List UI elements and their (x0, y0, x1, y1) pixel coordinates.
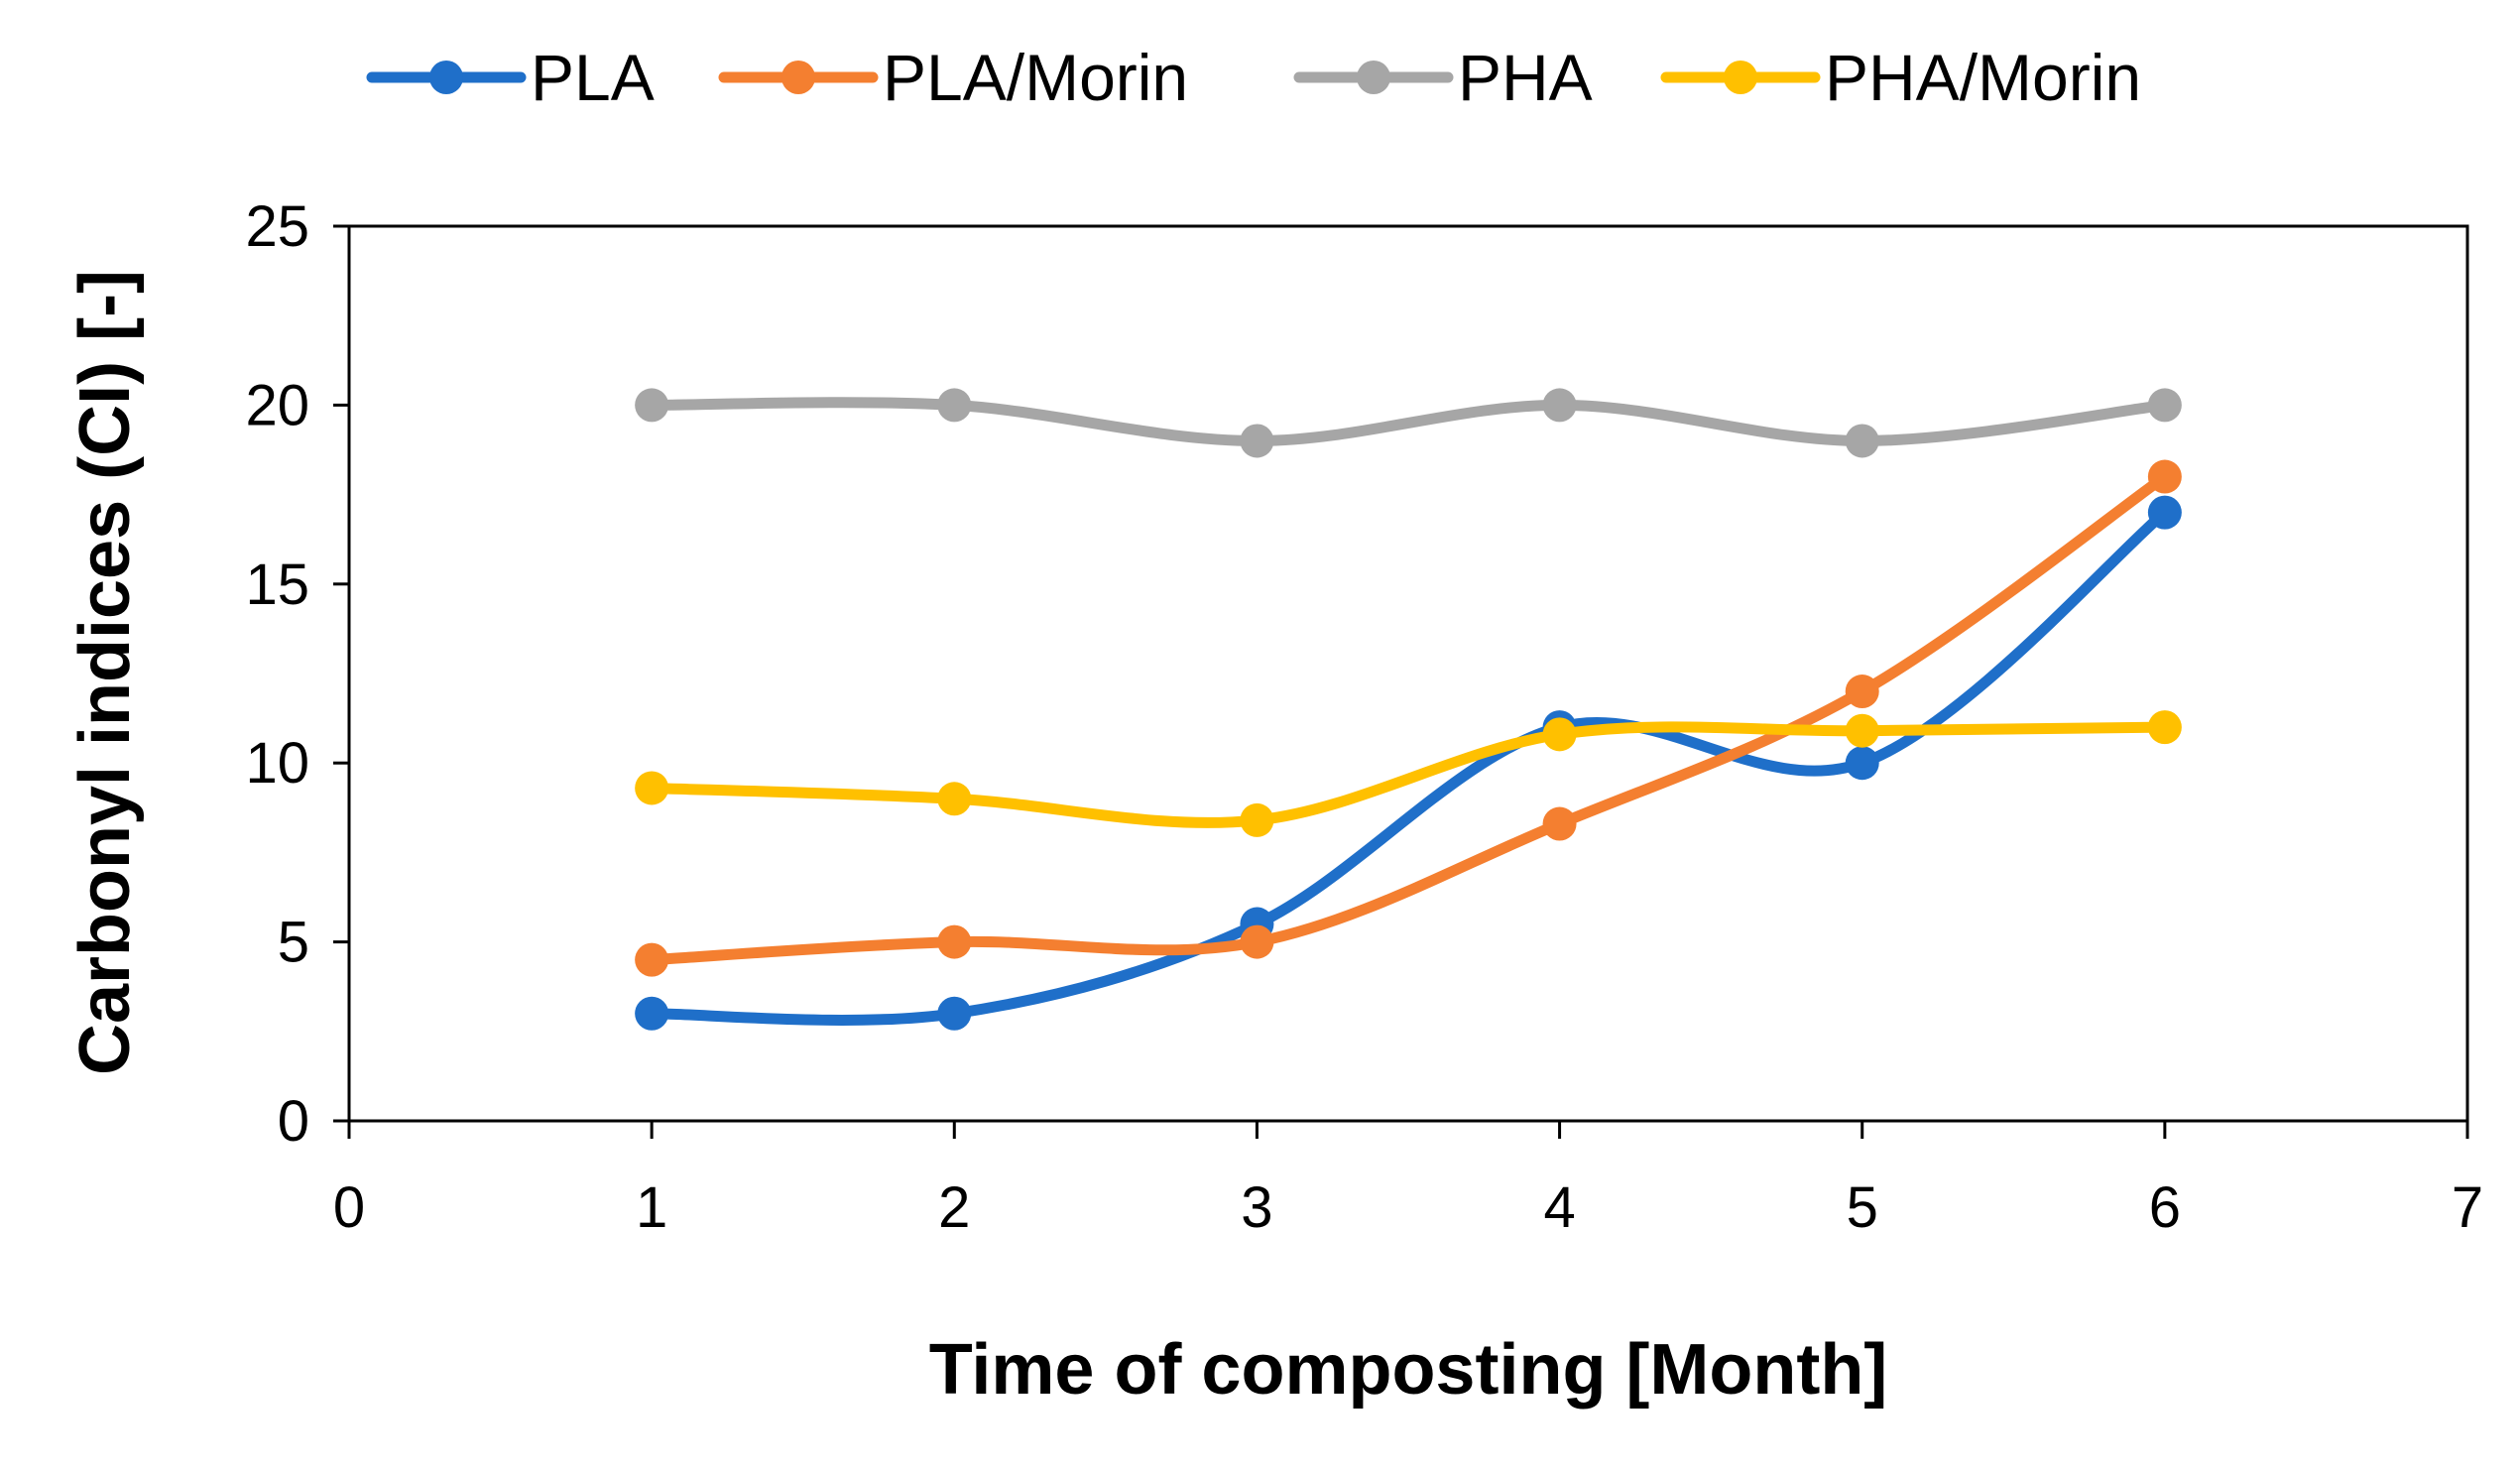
x-tick-label: 6 (2149, 1175, 2181, 1240)
x-axis-title: Time of composting [Month] (929, 1330, 1888, 1410)
data-point-pha-morin (937, 782, 972, 816)
data-point-pla (937, 996, 972, 1031)
data-point-pla-morin (1542, 806, 1577, 841)
y-tick-label: 15 (245, 553, 309, 617)
legend-label-pla: PLA (531, 41, 655, 114)
plot-area: 0 5 10 15 20 25 0 1 2 3 4 5 6 7 (245, 194, 2483, 1240)
data-point-pha-morin (1845, 713, 1879, 748)
plot-border (347, 224, 2469, 1123)
data-point-pla-morin (937, 924, 972, 959)
x-tick-label: 0 (333, 1175, 365, 1240)
legend-label-pla-morin: PLA/Morin (883, 41, 1188, 114)
y-tick-label: 25 (245, 194, 309, 259)
legend-swatch-marker-pha-morin (1724, 61, 1757, 94)
legend-label-pha-morin: PHA/Morin (1825, 41, 2141, 114)
y-tick-label: 20 (245, 373, 309, 437)
data-point-pha-morin (1240, 802, 1274, 837)
x-tick-label: 2 (938, 1175, 970, 1240)
data-point-pha (2147, 388, 2182, 423)
y-tick-label: 0 (278, 1089, 309, 1154)
x-tick-label: 5 (1847, 1175, 1878, 1240)
data-point-pha (1542, 388, 1577, 423)
data-point-pla (1845, 746, 1879, 781)
legend: PLA PLA/Morin PHA PHA/Morin (366, 41, 2141, 114)
x-tick-label: 7 (2452, 1175, 2483, 1240)
legend-swatch-marker-pla-morin (781, 61, 815, 94)
legend-label-pha: PHA (1458, 41, 1593, 114)
x-tick-label: 4 (1543, 1175, 1575, 1240)
x-tick-label: 3 (1241, 1175, 1272, 1240)
data-point-pha (635, 388, 669, 423)
y-tick-label: 5 (278, 911, 309, 975)
data-point-pha (1240, 424, 1274, 458)
data-point-pha-morin (635, 771, 669, 805)
series-line-pha-morin (646, 721, 2171, 828)
legend-swatch-marker-pla (429, 61, 463, 94)
data-point-pla-morin (2147, 459, 2182, 494)
data-point-pha-morin (1542, 717, 1577, 752)
y-tick-label: 10 (245, 731, 309, 796)
data-point-pla-morin (1240, 924, 1274, 959)
data-point-pla (635, 996, 669, 1031)
series-line-pla-morin (646, 471, 2171, 966)
data-point-pha (937, 388, 972, 423)
data-point-pla-morin (1845, 675, 1879, 709)
series-line-pha (646, 397, 2171, 446)
data-point-pla (2147, 495, 2182, 530)
x-tick-label: 1 (636, 1175, 667, 1240)
data-point-pha (1845, 424, 1879, 458)
data-point-pla-morin (635, 942, 669, 977)
legend-swatch-marker-pha (1357, 61, 1390, 94)
data-point-pha-morin (2147, 710, 2182, 745)
y-axis-title: Carbonyl indices (CI) [-] (65, 270, 145, 1075)
